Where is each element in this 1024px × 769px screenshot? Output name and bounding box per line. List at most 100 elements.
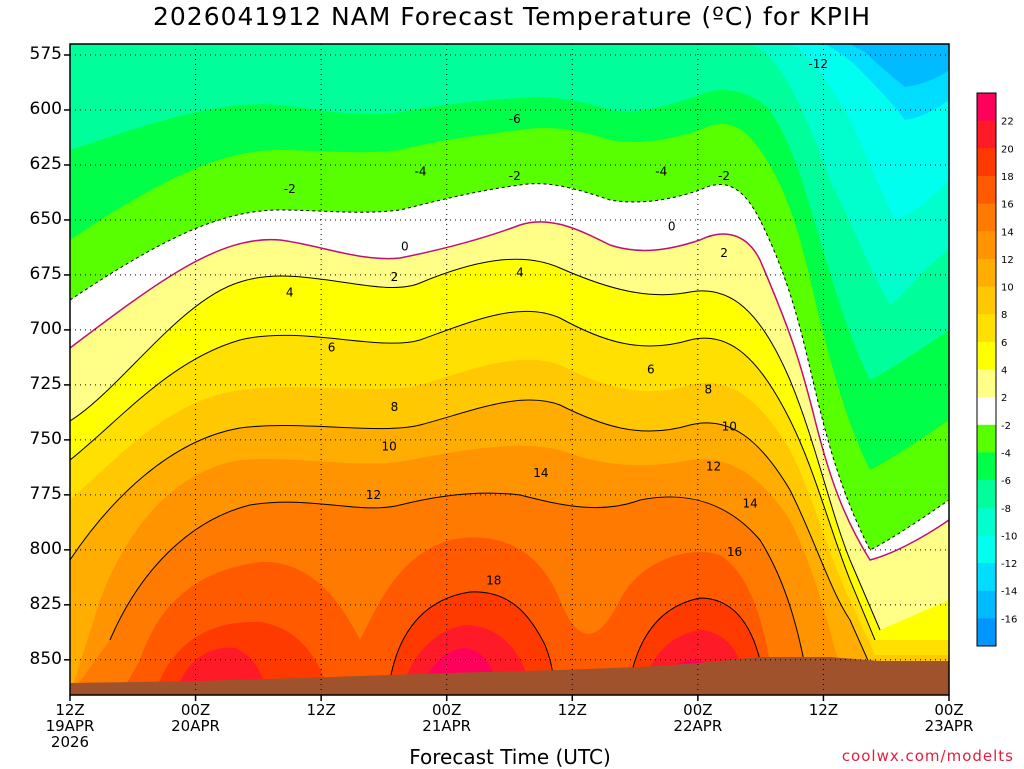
- band-minus-4: [70, 44, 949, 550]
- colorbar-label: -6: [1001, 476, 1011, 487]
- colorbar-swatch: [977, 563, 996, 592]
- x-axis-label: Forecast Time (UTC): [409, 745, 611, 769]
- colorbar-label: -10: [1001, 531, 1017, 542]
- y-tick-label: 575: [29, 43, 62, 64]
- x-tick-label-line: 23APR: [924, 717, 974, 735]
- colorbar-swatch: [977, 120, 996, 149]
- colorbar-label: 18: [1001, 172, 1014, 183]
- y-tick-label: 700: [29, 318, 62, 339]
- colorbar-swatch: [977, 93, 996, 122]
- x-tick-label: 12Z 19APR 2026: [30, 702, 110, 750]
- y-tick-label: 850: [29, 648, 62, 669]
- isotherm-label: -2: [509, 169, 521, 183]
- x-tick-label: 00Z 20APR: [156, 702, 236, 734]
- isotherm-label: 10: [382, 439, 397, 453]
- isotherm-label: 16: [727, 545, 742, 559]
- colorbar: 22 20 18 16 14 12 10 8 6 4 2 -2 -4 -6 -8 -10 -12 -14 -16: [976, 92, 1017, 647]
- isotherm-labels: -12 -6 -4 -4 -2 -2 -2 0 0 2 2 4 4 6 6 8 8 10 10 12 12 14 14 16 1…: [284, 57, 828, 588]
- colorbar-label: -14: [1001, 587, 1017, 598]
- colorbar-label: 20: [1001, 144, 1014, 155]
- isotherm-label: 8: [391, 400, 399, 414]
- colorbar-swatch: [977, 424, 996, 453]
- x-tick-label-line: 00Z: [934, 701, 964, 719]
- isotherm-18-line: [389, 591, 761, 695]
- colorbar-frame: [976, 92, 997, 647]
- colorbar-label: 4: [1001, 366, 1007, 377]
- colorbar-swatch: [977, 507, 996, 536]
- y-tick-label: 775: [29, 483, 62, 504]
- colorbar-label: 16: [1001, 200, 1014, 211]
- colorbar-swatch: [977, 286, 996, 315]
- colorbar-label: -8: [1001, 504, 1011, 515]
- colorbar-label: 12: [1001, 255, 1014, 266]
- colorbar-swatch: [977, 397, 996, 426]
- isotherm-label: 2: [720, 246, 728, 260]
- colorbar-swatch: [977, 480, 996, 509]
- isotherm-label: 6: [647, 363, 655, 377]
- isotherm-2-line: [70, 258, 881, 631]
- y-tick-label: 750: [29, 428, 62, 449]
- y-tick-label: 825: [29, 593, 62, 614]
- x-tick-label-line: 12Z: [557, 701, 587, 719]
- isotherm-label: -12: [808, 57, 828, 71]
- colorbar-label: 22: [1001, 117, 1014, 128]
- plot-frame: [69, 43, 950, 696]
- x-tick-label: 00Z 23APR: [909, 702, 989, 734]
- isotherm-label: 2: [391, 270, 399, 284]
- colorbar-swatch: [977, 203, 996, 232]
- colorbar-swatch: [977, 535, 996, 564]
- x-tick-label-line: 12Z: [55, 701, 85, 719]
- isotherm-label: 14: [743, 497, 758, 511]
- colorbar-swatch: [977, 258, 996, 288]
- isotherm-label: -6: [509, 112, 521, 126]
- isotherm-label: 12: [366, 488, 381, 502]
- tick-marks: [64, 54, 950, 701]
- colorbar-swatch: [977, 175, 996, 205]
- x-tick-label-line: 21APR: [422, 717, 472, 735]
- x-tick-label-line: 12Z: [808, 701, 839, 719]
- x-tick-label-line: 20APR: [171, 717, 220, 735]
- x-tick-label-line: 00Z: [180, 701, 211, 719]
- grid-layer: [70, 44, 949, 695]
- colorbar-label: 14: [1001, 227, 1014, 238]
- isotherm-label: 4: [516, 266, 524, 280]
- isotherm-label: 0: [668, 220, 676, 234]
- colorbar-swatch: [977, 148, 996, 177]
- plot-area: [70, 44, 949, 695]
- colorbar-swatch: [977, 452, 996, 481]
- isotherm-14-line: [109, 492, 811, 695]
- colorbar-label: -4: [1001, 448, 1011, 459]
- isotherm-label: -4: [415, 165, 427, 179]
- isotherm-label: -2: [718, 169, 730, 183]
- isotherm-10-line: [70, 399, 871, 666]
- isotherm-label: 6: [328, 341, 336, 355]
- source-credit: coolwx.com/modelts: [841, 747, 1014, 765]
- colorbar-label: -2: [1001, 421, 1011, 432]
- colorbar-swatch: [977, 618, 996, 647]
- x-tick-label-line: 00Z: [432, 701, 462, 719]
- x-tick-label: 12Z: [281, 702, 361, 718]
- colorbar-swatch: [977, 231, 996, 260]
- x-tick-label-line: 19APR: [45, 717, 95, 735]
- colorbar-label: 8: [1001, 310, 1007, 321]
- colorbar-label: 6: [1001, 338, 1007, 349]
- colorbar-swatch: [977, 314, 996, 343]
- isotherm-label: 10: [722, 420, 737, 434]
- colorbar-label: 2: [1001, 393, 1007, 404]
- isotherm-label: 8: [705, 382, 713, 396]
- x-tick-label: 12Z: [783, 702, 863, 718]
- y-tick-label: 675: [29, 263, 62, 284]
- y-tick-label: 800: [29, 538, 62, 559]
- isotherm-0-line: [70, 221, 949, 561]
- x-tick-label-line: 22APR: [673, 717, 723, 735]
- isotherm-label: 14: [533, 466, 548, 480]
- y-tick-label: 650: [29, 208, 62, 229]
- isotherm-label: 18: [486, 574, 501, 588]
- colorbar-swatch: [977, 590, 996, 619]
- colorbar-label: -16: [1001, 614, 1017, 625]
- terrain-fill: [70, 657, 949, 695]
- colorbar-swatch: [977, 369, 996, 398]
- isotherm-minus-2-line: [70, 183, 949, 551]
- isotherm-label: -4: [655, 165, 667, 179]
- isotherm-6-line: [70, 310, 876, 641]
